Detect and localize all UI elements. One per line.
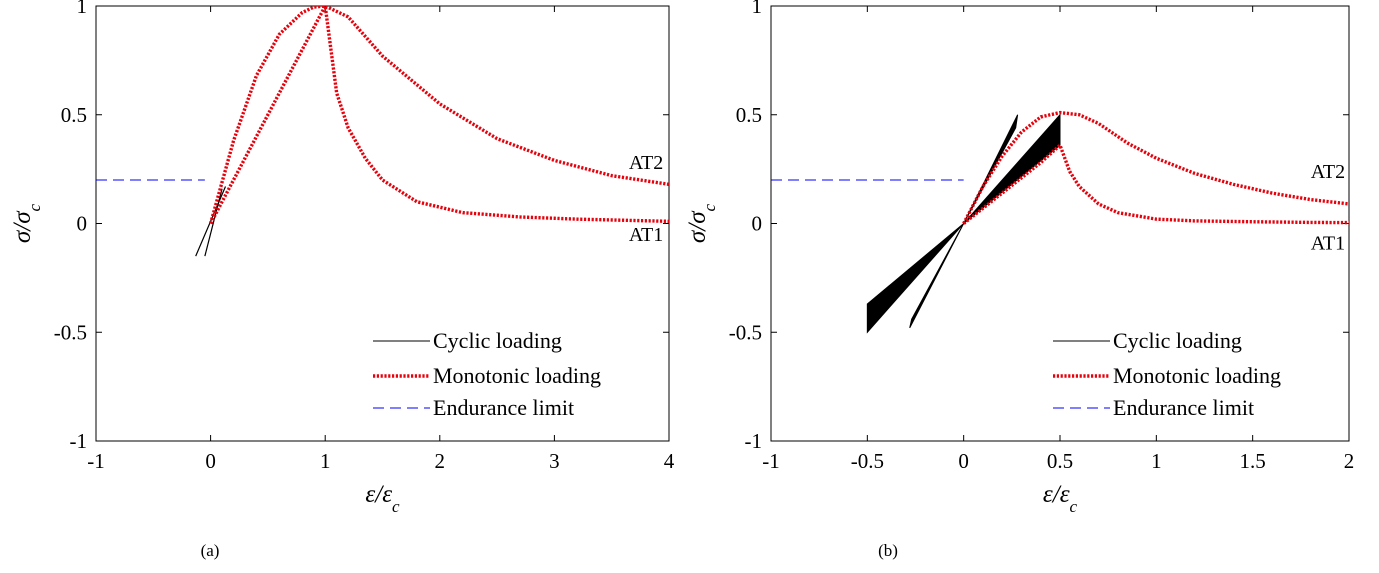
y-tick-label: 0.5 bbox=[736, 103, 762, 127]
annotation-at1: AT1 bbox=[629, 224, 663, 246]
y-axis-label: σ/σc bbox=[9, 203, 44, 243]
annotation-at1: AT1 bbox=[1311, 233, 1345, 255]
legend: Cyclic loading Monotonic loading Endurance… bbox=[1053, 328, 1281, 420]
y-tick-label: 1 bbox=[752, 0, 763, 18]
annotation-at2: AT2 bbox=[1311, 161, 1345, 183]
plot-area bbox=[771, 113, 1349, 333]
y-tick-label: -0.5 bbox=[729, 320, 762, 344]
y-tick-label: 0 bbox=[77, 212, 88, 236]
legend-label-monotonic-loading: Monotonic loading bbox=[433, 363, 601, 388]
legend-label-monotonic-loading: Monotonic loading bbox=[1113, 363, 1281, 388]
x-tick-label: -1 bbox=[762, 449, 780, 473]
y-tick-label: -1 bbox=[745, 429, 763, 453]
x-axis-label-main: ε/ε bbox=[365, 481, 392, 508]
x-tick-label: -1 bbox=[87, 449, 105, 473]
y-tick-label: 0 bbox=[752, 212, 763, 236]
plot-area bbox=[96, 6, 669, 256]
x-tick-label: 1 bbox=[320, 449, 331, 473]
y-axis-label-sub: c bbox=[700, 203, 719, 211]
legend: Cyclic loading Monotonic loading Endurance… bbox=[373, 328, 601, 420]
x-tick-label: 2 bbox=[1344, 449, 1355, 473]
annotation-at2: AT2 bbox=[629, 152, 663, 174]
legend-label-endurance-limit: Endurance limit bbox=[1113, 395, 1254, 420]
series-cyclic-loading-line bbox=[205, 189, 222, 256]
y-axis-label: σ/σc bbox=[684, 203, 719, 243]
x-tick-label: 2 bbox=[435, 449, 446, 473]
chart-panel-b: -1 -0.5 0 0.5 1 1.5 2-1-0.500.51ε/εcσ/σcAT2AT1… bbox=[684, 0, 1354, 560]
x-axis-label-sub: c bbox=[1070, 497, 1078, 516]
y-tick-label: -1 bbox=[70, 429, 88, 453]
legend-label-cyclic-loading: Cyclic loading bbox=[1113, 328, 1242, 353]
x-tick-label: 1 bbox=[1151, 449, 1162, 473]
x-axis-label-sub: c bbox=[392, 497, 400, 516]
x-axis-label: ε/εc bbox=[365, 481, 400, 516]
legend-label-cyclic-loading: Cyclic loading bbox=[433, 328, 562, 353]
series-monotonic-loading-line-at1 bbox=[211, 6, 669, 224]
y-axis-label-main: σ/σ bbox=[9, 210, 36, 243]
y-tick-label: 0.5 bbox=[61, 103, 87, 127]
x-tick-label: 3 bbox=[549, 449, 560, 473]
y-axis-label-sub: c bbox=[25, 203, 44, 211]
y-tick-label: 1 bbox=[77, 0, 88, 18]
panel-caption: (a) bbox=[201, 541, 220, 560]
x-tick-label: 4 bbox=[664, 449, 675, 473]
x-tick-label: -0.5 bbox=[851, 449, 884, 473]
x-tick-label: 0.5 bbox=[1047, 449, 1073, 473]
series-monotonic-loading-line-at2 bbox=[211, 6, 669, 224]
x-axis-label: ε/εc bbox=[1043, 481, 1078, 516]
x-tick-label: 0 bbox=[205, 449, 216, 473]
x-tick-label: 1.5 bbox=[1240, 449, 1266, 473]
x-axis-label-main: ε/ε bbox=[1043, 481, 1070, 508]
legend-label-endurance-limit: Endurance limit bbox=[433, 395, 574, 420]
panel-caption: (b) bbox=[878, 541, 898, 560]
y-tick-label: -0.5 bbox=[54, 320, 87, 344]
y-axis-label-main: σ/σ bbox=[684, 210, 711, 243]
x-tick-label: 0 bbox=[958, 449, 969, 473]
